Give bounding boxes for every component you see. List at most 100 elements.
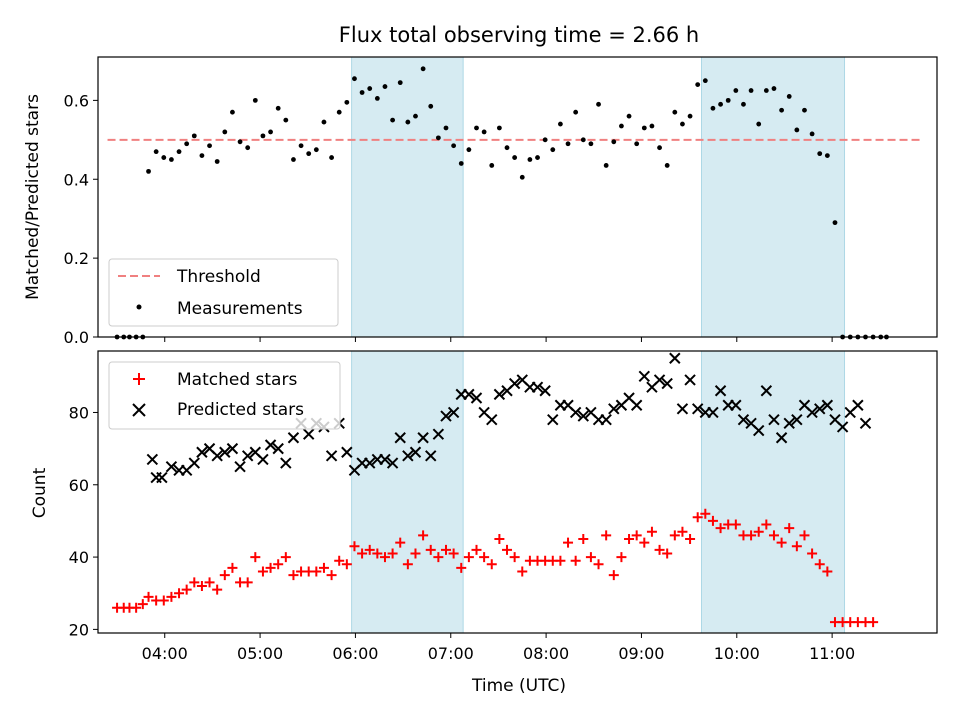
predicted-stars-point xyxy=(577,410,589,422)
matched-stars-point xyxy=(440,544,451,555)
predicted-stars-point xyxy=(425,450,437,462)
predicted-stars-point xyxy=(417,432,429,444)
measurement-point xyxy=(718,101,723,107)
measurement-point xyxy=(184,141,190,147)
predicted-stars-point xyxy=(730,399,742,411)
measurement-point xyxy=(161,155,167,160)
predicted-stars-point xyxy=(165,460,178,473)
measurement-point xyxy=(496,125,502,131)
matched-stars-point xyxy=(250,552,261,563)
y-tick-label: 20 xyxy=(69,620,89,639)
matched-stars-point xyxy=(784,523,795,534)
predicted-stars-point xyxy=(409,446,422,458)
measurement-point xyxy=(245,145,251,151)
measurement-point xyxy=(458,161,464,166)
matched-stars-point xyxy=(807,548,818,559)
predicted-stars-point xyxy=(814,403,826,415)
predicted-stars-point xyxy=(470,392,483,404)
measurement-point xyxy=(619,123,624,129)
matched-stars-point xyxy=(509,552,520,563)
measurement-point xyxy=(466,147,472,153)
measurement-point xyxy=(199,153,205,158)
matched-stars-point xyxy=(387,548,398,559)
matched-stars-point xyxy=(669,530,680,541)
predicted-stars-point xyxy=(707,406,719,419)
predicted-stars-point xyxy=(661,377,673,390)
predicted-stars-point xyxy=(226,442,239,455)
matched-stars-point xyxy=(448,548,459,559)
measurement-point xyxy=(298,143,304,149)
predicted-stars-point xyxy=(539,385,551,397)
matched-stars-point xyxy=(502,544,513,555)
matched-stars-point xyxy=(715,523,726,534)
matched-stars-point xyxy=(814,559,825,570)
measurement-point xyxy=(634,141,640,147)
bottom-legend: Matched stars Predicted stars xyxy=(108,361,341,430)
measurement-point xyxy=(512,155,518,160)
predicted-stars-point xyxy=(272,442,284,455)
matched-stars-point xyxy=(425,544,436,555)
measurement-point xyxy=(603,163,609,168)
top-shaded-intervals xyxy=(351,56,846,338)
matched-stars-point xyxy=(288,570,299,581)
matched-stars-point xyxy=(196,581,207,591)
predicted-stars-point xyxy=(753,424,765,437)
measurement-point xyxy=(771,86,777,91)
matched-stars-point xyxy=(570,555,581,566)
predicted-stars-point xyxy=(264,439,277,451)
measurement-point xyxy=(321,119,327,125)
matched-stars-point xyxy=(137,599,148,610)
predicted-stars-point xyxy=(402,450,414,462)
measurement-point xyxy=(237,139,243,145)
matched-stars-point xyxy=(646,526,657,537)
matched-stars-point xyxy=(273,559,284,570)
predicted-stars-point xyxy=(775,432,788,444)
matched-stars-point xyxy=(730,519,741,530)
matched-stars-point xyxy=(318,562,329,573)
x-tick-label: 06:00 xyxy=(332,644,378,663)
measurement-point xyxy=(382,84,388,89)
predicted-stars-point xyxy=(219,446,231,458)
measurement-point xyxy=(481,129,487,135)
predicted-stars-point xyxy=(791,413,803,426)
measurement-point xyxy=(779,107,784,113)
measurement-point xyxy=(443,125,449,131)
matched-stars-point xyxy=(410,548,421,559)
predicted-stars-point xyxy=(379,453,391,466)
matched-stars-point xyxy=(456,562,467,573)
measurement-point xyxy=(222,129,228,135)
matched-stars-point xyxy=(379,552,390,563)
predicted-stars-point xyxy=(287,432,300,444)
matched-stars-point xyxy=(181,584,192,595)
legend-threshold-label: Threshold xyxy=(176,267,261,287)
measurement-point xyxy=(565,141,571,147)
predicted-stars-point xyxy=(364,457,376,469)
matched-stars-point xyxy=(227,562,238,573)
x-axis-label: Time (UTC) xyxy=(471,676,566,696)
predicted-stars-point xyxy=(714,385,727,397)
measurement-point xyxy=(519,174,525,180)
measurement-point xyxy=(428,103,434,109)
measurement-point xyxy=(702,78,708,84)
matched-stars-point xyxy=(639,537,650,548)
matched-stars-point xyxy=(174,588,185,599)
top-measurement-points xyxy=(114,66,889,340)
matched-stars-point xyxy=(753,526,764,537)
measurement-point xyxy=(626,113,632,119)
predicted-stars-point xyxy=(156,471,168,484)
measurement-point xyxy=(146,168,151,174)
matched-stars-point xyxy=(166,591,177,602)
measurement-point xyxy=(504,145,510,151)
measurement-point xyxy=(207,143,212,149)
matched-stars-point xyxy=(494,534,505,544)
measurement-point xyxy=(435,135,441,141)
predicted-stars-point xyxy=(234,460,246,473)
measurement-point xyxy=(573,109,579,115)
measurement-point xyxy=(405,119,411,125)
predicted-stars-point xyxy=(486,413,498,426)
matched-stars-point xyxy=(601,530,612,541)
matched-stars-point xyxy=(204,577,215,588)
x-tick-label: 05:00 xyxy=(237,644,283,663)
matched-stars-point xyxy=(311,566,322,577)
